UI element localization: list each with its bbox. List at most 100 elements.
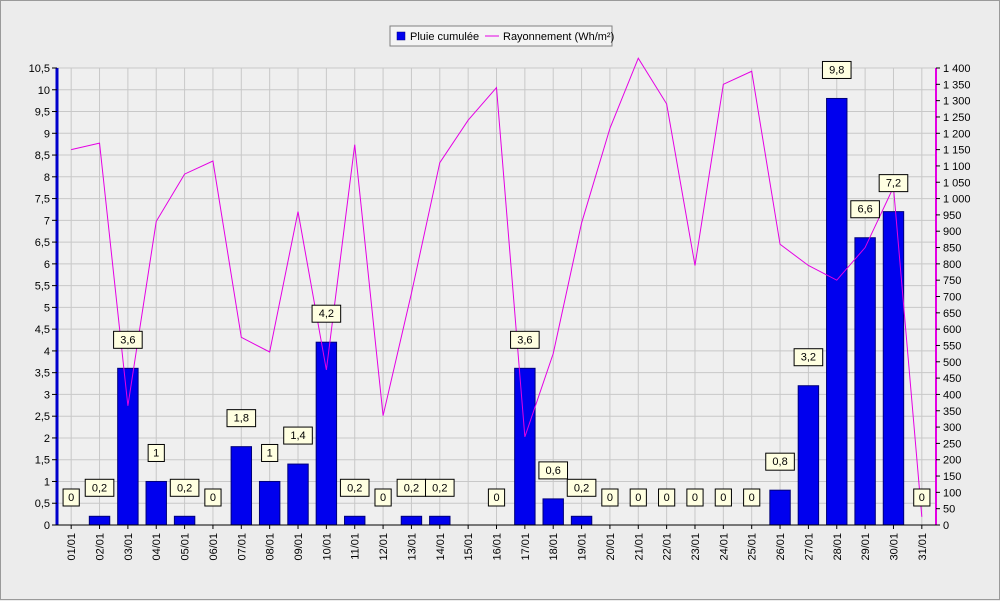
data-label: 0,2 — [404, 482, 419, 494]
data-label-box — [686, 488, 704, 507]
bar-rain — [514, 367, 536, 526]
left-tick-label: 9,5 — [35, 107, 50, 119]
right-tick-label: 1 350 — [943, 79, 971, 91]
x-tick-label: 04/01 — [151, 533, 163, 561]
data-label: 0 — [692, 492, 698, 504]
data-label-box — [226, 409, 257, 428]
data-label-box — [283, 426, 313, 445]
data-label-box — [743, 488, 761, 507]
data-label: 0 — [664, 492, 670, 504]
x-tick-label: 09/01 — [293, 533, 305, 561]
x-tick-label: 11/01 — [350, 533, 362, 560]
bar-rain — [88, 515, 111, 526]
x-tick-label: 08/01 — [265, 533, 277, 561]
left-tick-label: 3,5 — [35, 368, 50, 380]
legend-box — [389, 25, 613, 47]
right-tick-label: 650 — [943, 308, 961, 320]
data-label: 0 — [749, 492, 755, 504]
x-tick-label: 31/01 — [917, 533, 929, 561]
data-label-box — [147, 443, 165, 462]
right-tick-label: 0 — [943, 520, 949, 532]
x-tick-label: 15/01 — [463, 533, 475, 561]
data-label-box — [878, 174, 909, 193]
right-tick-label: 250 — [943, 438, 961, 450]
right-tick-label: 900 — [943, 226, 961, 238]
right-tick-label: 1 250 — [943, 112, 971, 124]
x-tick-label: 05/01 — [180, 533, 192, 561]
right-tick-label: 600 — [943, 324, 961, 336]
left-tick-label: 5,5 — [35, 281, 50, 293]
data-label-box — [510, 330, 540, 349]
x-tick-label: 20/01 — [605, 533, 617, 561]
data-label-box — [62, 488, 80, 507]
x-tick-label: 12/01 — [378, 533, 390, 561]
right-tick-label: 1 300 — [943, 96, 971, 108]
data-label-box — [261, 443, 279, 462]
data-label: 0 — [919, 492, 925, 504]
data-label: 0 — [210, 492, 216, 504]
legend-label-rain: Pluie cumulée — [410, 31, 479, 43]
right-tick-label: 300 — [943, 422, 961, 434]
left-tick-label: 2,5 — [35, 411, 50, 423]
data-label: 0,2 — [177, 482, 192, 494]
left-tick-label: 4,5 — [35, 324, 50, 336]
data-label: 1 — [153, 447, 159, 459]
x-tick-label: 06/01 — [208, 533, 220, 561]
plot-area: 0 0,5 1 1,5 2 2,5 3 3,5 4 4,5 5 5,5 6 6,5 7 7,5 8 8,5 9 9,5… — [29, 57, 971, 561]
data-label-box — [487, 488, 506, 507]
data-label: 3,2 — [801, 352, 816, 364]
data-label-box — [84, 478, 115, 497]
x-tick-label: 14/01 — [435, 533, 447, 561]
left-tick-label: 1 — [44, 476, 50, 488]
data-label-box — [169, 478, 200, 497]
x-tick-label: 03/01 — [123, 533, 135, 561]
left-tick-label: 5 — [44, 302, 50, 314]
right-tick-label: 150 — [943, 471, 961, 483]
data-label-box — [424, 478, 455, 497]
bar-rain — [570, 515, 593, 526]
data-label: 0 — [720, 492, 726, 504]
x-tick-label: 30/01 — [888, 533, 900, 561]
data-label-box — [311, 304, 342, 323]
data-label: 0,2 — [432, 482, 447, 494]
bar-rain — [400, 515, 423, 526]
data-label: 1,8 — [234, 413, 249, 425]
right-tick-label: 1 050 — [943, 177, 971, 189]
bar-rain — [429, 515, 451, 526]
bar-rain — [287, 463, 309, 526]
data-label: 0,2 — [574, 482, 589, 494]
left-tick-label: 7 — [44, 215, 50, 227]
right-tick-label: 800 — [943, 259, 961, 271]
bar-rain — [542, 498, 564, 526]
x-tick-label: 02/01 — [95, 533, 107, 561]
left-tick-label: 2 — [44, 433, 50, 445]
data-label: 9,8 — [829, 64, 844, 76]
x-tick-label: 28/01 — [832, 533, 844, 561]
left-tick-label: 1,5 — [35, 455, 50, 467]
x-tick-label: 16/01 — [492, 533, 504, 561]
data-label-box — [658, 488, 676, 507]
data-label: 7,2 — [886, 178, 901, 190]
x-tick-label: 13/01 — [406, 533, 418, 561]
x-tick-label: 21/01 — [633, 533, 645, 561]
data-label-box — [913, 488, 931, 507]
x-tick-label: 17/01 — [520, 533, 532, 561]
right-tick-label: 950 — [943, 210, 961, 222]
data-label: 0 — [493, 492, 499, 504]
right-tick-label: 350 — [943, 406, 961, 418]
left-tick-label: 0,5 — [35, 498, 50, 510]
left-tick-label: 0 — [44, 520, 50, 532]
x-tick-label: 27/01 — [803, 533, 815, 561]
x-tick-label: 18/01 — [548, 533, 560, 561]
left-tick-label: 9 — [44, 128, 50, 140]
bar-rain — [117, 367, 139, 526]
right-tick-label: 500 — [943, 357, 961, 369]
right-tick-label: 1 000 — [943, 194, 971, 206]
bar-rain — [854, 237, 876, 526]
data-label: 3,6 — [517, 334, 532, 346]
data-label: 0 — [635, 492, 641, 504]
right-tick-label: 50 — [943, 504, 955, 516]
data-label: 0,2 — [92, 482, 107, 494]
